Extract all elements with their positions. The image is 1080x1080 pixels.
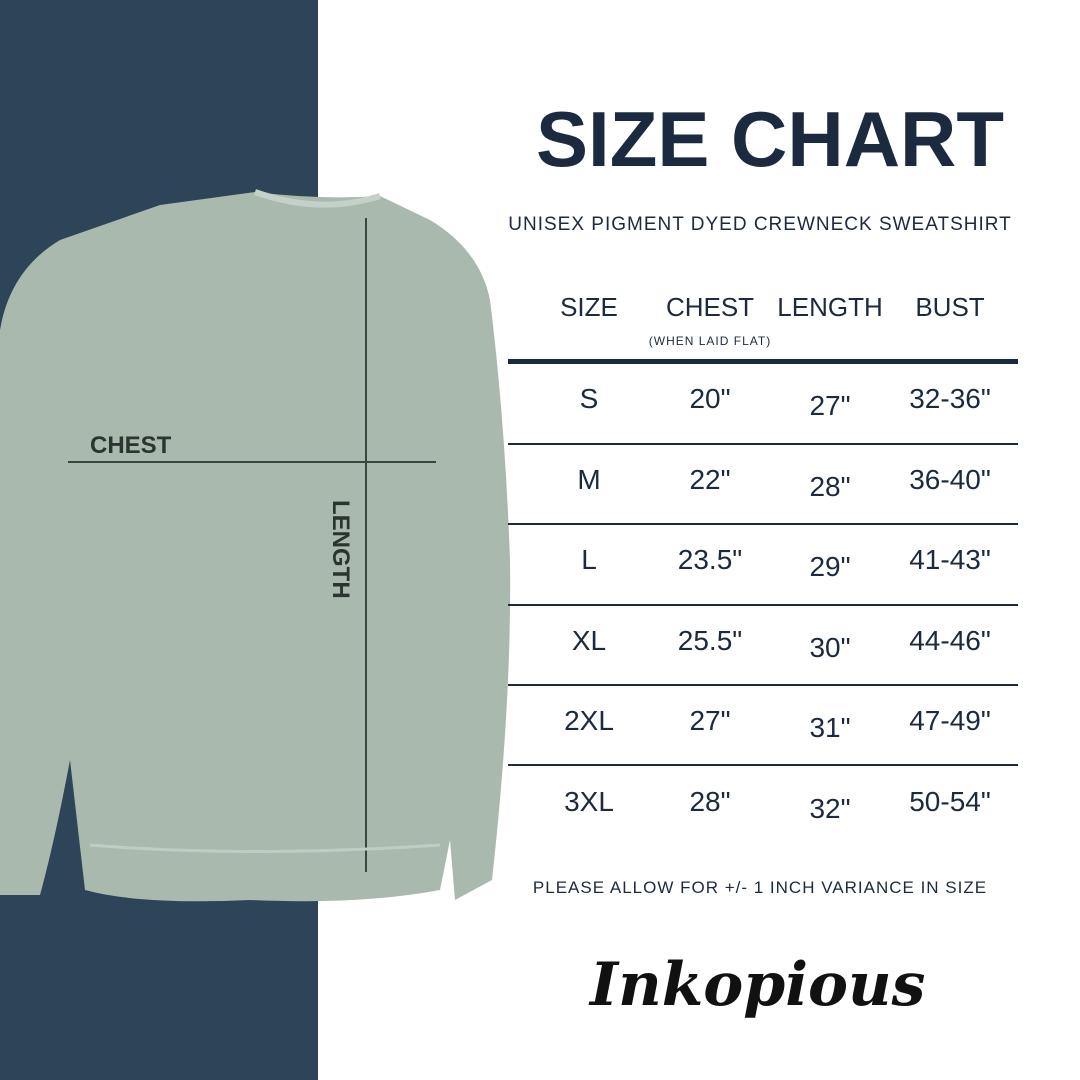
header-bust: BUST [915, 292, 985, 322]
table-cell: 20" [689, 383, 731, 414]
table-cell: 32" [809, 792, 851, 824]
table-cell: 32-36" [909, 383, 991, 414]
table-cell: 50-54" [909, 785, 991, 817]
table-cell: M [577, 463, 601, 495]
table-cell: L [581, 544, 597, 575]
table-cell: 47-49" [909, 705, 991, 736]
subtitle: UNISEX PIGMENT DYED CREWNECK SWEATSHIRT [508, 214, 1012, 235]
table-cell: S [579, 383, 599, 414]
table-cell: 29" [809, 551, 851, 582]
variance-note: PLEASE ALLOW FOR +/- 1 INCH VARIANCE IN … [532, 878, 988, 897]
table-cell: 3XL [564, 785, 614, 817]
header-divider [508, 359, 1018, 364]
table-cell: 36-40" [909, 463, 991, 495]
page-title: SIZE CHART [536, 95, 1004, 183]
table-cell: 41-43" [909, 544, 991, 575]
row-divider [508, 443, 1018, 445]
header-size: SIZE [560, 292, 618, 322]
table-cell: 28" [809, 470, 851, 502]
header-length: LENGTH [777, 292, 883, 322]
table-cell: 44-46" [909, 624, 991, 656]
table-cell: 22" [689, 463, 731, 495]
row-divider [508, 683, 1018, 686]
row-divider [508, 764, 1018, 767]
sweatshirt-image [0, 189, 511, 902]
table-cell: 27" [809, 390, 851, 421]
chest-note: (WHEN LAID FLAT) [648, 334, 772, 348]
table-cell: 31" [809, 712, 851, 743]
chest-label: CHEST [90, 432, 172, 459]
row-divider [508, 603, 1018, 606]
table-cell: 23.5" [677, 544, 743, 575]
header-chest: CHEST [665, 292, 755, 322]
table-cell: 2XL [564, 705, 614, 736]
table-cell: 30" [809, 631, 851, 663]
table-cell: 28" [689, 785, 731, 817]
brand-logo: Inkopious [590, 950, 926, 1020]
table-cell: XL [571, 624, 607, 656]
row-divider [508, 523, 1018, 526]
length-label: LENGTH [327, 500, 354, 599]
table-cell: 25.5" [677, 624, 743, 656]
table-cell: 27" [689, 705, 731, 736]
